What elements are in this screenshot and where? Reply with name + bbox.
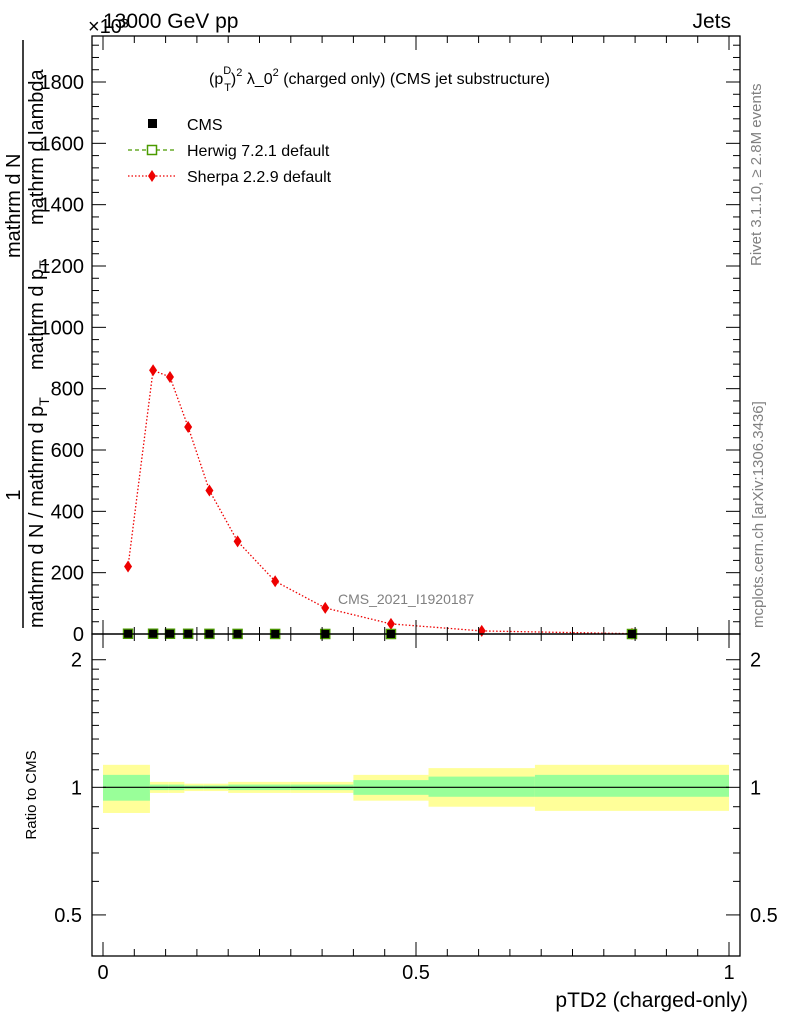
energy-label: 13000 GeV pp — [103, 10, 238, 33]
sherpa-point — [271, 575, 280, 588]
y-tick-label: 1000 — [40, 317, 85, 339]
legend: CMS Herwig 7.2.1 default Sherpa 2.2.9 de… — [128, 117, 332, 186]
legend-entry-herwig: Herwig 7.2.1 default — [128, 143, 330, 160]
x-tick-label: 0.5 — [402, 962, 430, 984]
x-tick-label: 1 — [723, 962, 734, 984]
inner-band — [428, 776, 535, 797]
x-axis-label: pTD2 (charged-only) — [555, 989, 748, 1012]
legend-label-sherpa: Sherpa 2.2.9 default — [187, 169, 332, 186]
ratio-y-tick-label-right: 0.5 — [750, 905, 778, 927]
y-tick-label: 1400 — [40, 195, 85, 217]
y-tick-label: 600 — [51, 440, 84, 462]
ratio-y-tick-label: 0.5 — [54, 905, 82, 927]
legend-entry-cms: CMS — [148, 117, 223, 134]
y-exponent-label: ×10³ — [88, 16, 129, 38]
x-axis-ticks: 0 0.5 1 — [97, 634, 735, 984]
legend-label-herwig: Herwig 7.2.1 default — [187, 143, 330, 160]
ratio-y-tick-label: 1 — [71, 777, 82, 799]
plot-title: (pD T)2 λ_02 (charged only) (CMS jet subs… — [209, 65, 550, 94]
y-label-line5: mathrm d lambda — [26, 69, 48, 225]
legend-marker-cms — [148, 119, 157, 128]
analysis-label: CMS_2021_I1920187 — [338, 591, 474, 607]
y-tick-label: 200 — [51, 563, 84, 585]
y-axis-ticks: 0 200 400 600 800 1000 1200 1400 1600 1800 — [40, 44, 740, 646]
y-label-line4: mathrm d pT — [26, 260, 52, 370]
legend-marker-herwig — [146, 144, 158, 156]
inner-band — [534, 774, 729, 797]
y-label-line2: mathrm d N / mathrm d pT — [26, 397, 52, 628]
ratio-y-tick-label: 2 — [71, 650, 82, 672]
sherpa-point — [205, 484, 214, 497]
sherpa-point — [321, 601, 330, 614]
ratio-y-ticks: 0.5 0.5 1 1 2 2 — [54, 650, 778, 927]
y-tick-label: 1200 — [40, 256, 85, 278]
sherpa-point — [386, 617, 395, 630]
rivet-label: Rivet 3.1.10, ≥ 2.8M events — [748, 84, 765, 267]
legend-entry-sherpa: Sherpa 2.2.9 default — [128, 169, 332, 186]
y-tick-label: 1600 — [40, 133, 85, 155]
sherpa-point — [165, 371, 174, 384]
sherpa-point — [233, 535, 242, 548]
x-axis-ticks-upper — [102, 36, 730, 634]
legend-marker-sherpa — [148, 170, 156, 182]
process-label: Jets — [692, 10, 731, 33]
legend-label-cms: CMS — [187, 117, 223, 134]
ratio-y-tick-label-right: 2 — [750, 650, 761, 672]
y-label-numerator: 1 — [3, 489, 25, 500]
ratio-plot-frame — [91, 633, 741, 957]
ratio-plot-panel: 0.5 0.51 12 2 0 0.5 1 — [54, 633, 778, 984]
y-tick-label: 0 — [73, 624, 84, 646]
sherpa-point — [149, 364, 158, 377]
ratio-y-label: Ratio to CMS — [23, 750, 40, 839]
y-label-line3: mathrm d N — [3, 154, 25, 258]
mcplots-label: mcplots.cern.ch [arXiv:1306.3436] — [750, 401, 767, 628]
y-tick-label: 800 — [51, 379, 84, 401]
ratio-y-tick-label-right: 1 — [750, 777, 761, 799]
x-tick-label: 0 — [97, 962, 108, 984]
y-tick-label: 400 — [51, 501, 84, 523]
y-axis-label: 1 mathrm d N / mathrm d pT mathrm d N ma… — [3, 40, 52, 628]
sherpa-point — [124, 560, 133, 573]
y-tick-label: 1800 — [40, 72, 85, 94]
sherpa-point — [184, 421, 193, 433]
